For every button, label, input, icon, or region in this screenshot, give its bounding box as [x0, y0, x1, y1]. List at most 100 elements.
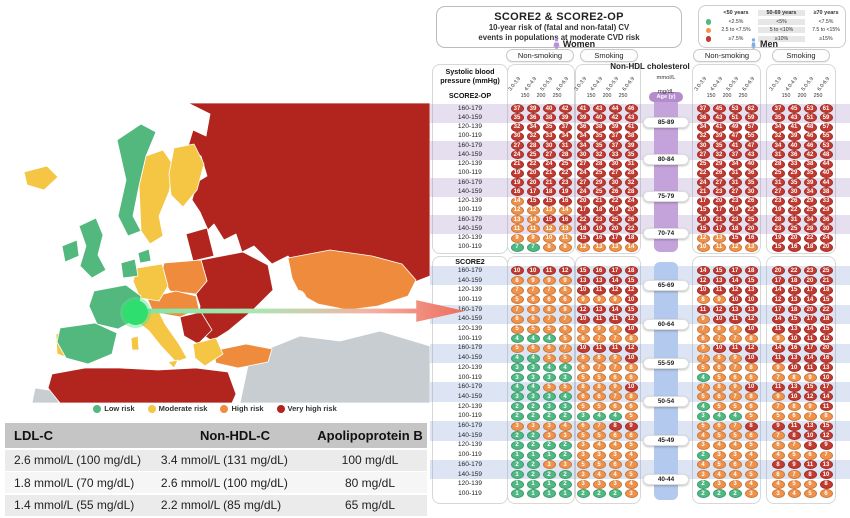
risk-cell: 41: [787, 122, 801, 132]
sbp-row-label: 100-119: [458, 334, 482, 342]
sbp-row-label: 120-139: [457, 286, 483, 294]
risk-cell: 2: [542, 440, 556, 450]
risk-cell: 21: [712, 215, 726, 225]
legend-cell: 7.5 to <15%: [812, 27, 840, 34]
risk-cell: 7: [526, 285, 540, 295]
risk-cell: 4: [526, 353, 540, 363]
risk-cell: 37: [558, 122, 572, 132]
risk-cell: 25: [558, 159, 572, 169]
risk-cell: 22: [696, 168, 710, 178]
risk-cell: 43: [787, 113, 801, 123]
risk-cell: 5: [542, 324, 556, 334]
risk-cell: 29: [803, 196, 817, 206]
risk-cell: 7: [744, 460, 758, 470]
risk-cell: 11: [728, 314, 742, 324]
lipid-goals-table: LDL-C Non-HDL-C Apolipoprotein B 2.6 mmo…: [5, 423, 427, 516]
risk-cell: 40: [787, 141, 801, 151]
sbp-row-label: 140-159: [457, 187, 483, 195]
risk-cell: 5: [576, 460, 590, 470]
map-risk-legend: Low risk Moderate risk High risk Very high …: [20, 404, 410, 413]
risk-cell: 30: [696, 141, 710, 151]
risk-cell: 27: [576, 178, 590, 188]
chol-mgdl-tick: 250: [618, 93, 628, 99]
risk-cell: 3: [696, 411, 710, 421]
chol-mgdl-tick: 200: [536, 93, 546, 99]
risk-cell: 8: [576, 324, 590, 334]
risk-cell: 10: [696, 242, 710, 252]
risk-cell: 5: [576, 373, 590, 383]
risk-cell: 7: [771, 402, 785, 412]
risk-cell: 62: [744, 104, 758, 114]
risk-cell: 28: [624, 187, 638, 197]
risk-cell: 4: [728, 411, 742, 421]
risk-cell: 9: [819, 440, 833, 450]
risk-cell: 5: [696, 363, 710, 373]
risk-cell: 6: [803, 479, 817, 489]
risk-cell: 18: [744, 266, 758, 276]
risk-cell: 7: [542, 285, 556, 295]
risk-cell: 51: [728, 113, 742, 123]
risk-cell: 31: [624, 159, 638, 169]
risk-cell: 24: [576, 187, 590, 197]
men-smoking-pill: Smoking: [772, 49, 830, 62]
risk-circle-grid: Age (y) 3.0-3.9 4.0-4.9 5.0-5.9 6.0-6.9 150 20…: [430, 0, 850, 518]
risk-cell: 2: [696, 489, 710, 499]
risk-cell: 10: [712, 314, 726, 324]
risk-cell: 13: [576, 276, 590, 286]
risk-cell: 17: [576, 205, 590, 215]
risk-cell: 41: [712, 122, 726, 132]
risk-cell: 49: [728, 122, 742, 132]
table-cell: 2.6 mmol/L (100 mg/dL): [160, 475, 288, 490]
risk-cell: 15: [744, 276, 758, 286]
risk-cell: 44: [819, 159, 833, 169]
risk-cell: 23: [803, 266, 817, 276]
risk-cell: 9: [526, 276, 540, 286]
sbp-row-label: 140-159: [457, 113, 483, 121]
risk-cell: 9: [771, 392, 785, 402]
risk-cell: 7: [787, 440, 801, 450]
risk-cell: 38: [803, 159, 817, 169]
risk-cell: 8: [624, 392, 638, 402]
risk-cell: 9: [510, 233, 524, 243]
risk-cell: 3: [744, 489, 758, 499]
risk-cell: 13: [712, 276, 726, 286]
mmol-unit-label: mmol/L: [656, 75, 676, 81]
risk-cell: 2: [696, 450, 710, 460]
risk-cell: 5: [712, 402, 726, 412]
sbp-row-label: 160-179: [457, 141, 483, 149]
risk-cell: 5: [592, 431, 606, 441]
risk-cell: 9: [608, 382, 622, 392]
low-risk-dot-icon: [705, 19, 712, 25]
risk-cell: 42: [608, 113, 622, 123]
risk-cell: 7: [712, 334, 726, 344]
risk-cell: 21: [542, 168, 556, 178]
women-label: Women: [562, 38, 596, 49]
risk-cell: 7: [592, 421, 606, 431]
risk-cell: 15: [803, 382, 817, 392]
risk-cell: 31: [771, 178, 785, 188]
risk-cell: 47: [728, 131, 742, 141]
risk-cell: 18: [592, 205, 606, 215]
risk-cell: 4: [542, 363, 556, 373]
risk-cell: 5: [696, 421, 710, 431]
risk-cell: 18: [787, 305, 801, 315]
risk-cell: 11: [592, 343, 606, 353]
risk-cell: 59: [744, 113, 758, 123]
sbp-row-label: 100-119: [458, 206, 482, 214]
risk-cell: 5: [624, 411, 638, 421]
risk-cell: 34: [771, 141, 785, 151]
woman-icon: [553, 38, 560, 49]
sbp-row-label: 160-179: [457, 178, 483, 186]
risk-cell: 10: [624, 295, 638, 305]
risk-cell: 15: [576, 233, 590, 243]
men-header: Men: [724, 38, 804, 49]
risk-cell: 6: [771, 440, 785, 450]
risk-cell: 13: [787, 295, 801, 305]
risk-cell: 25: [819, 266, 833, 276]
risk-cell: 39: [712, 131, 726, 141]
risk-cell: 13: [592, 242, 606, 252]
risk-cell: 31: [728, 168, 742, 178]
sbp-row-label: 100-119: [458, 412, 482, 420]
chart-title: SCORE2 & SCORE2-OP: [494, 11, 624, 23]
men-nonsmoking-pill: Non-smoking: [693, 49, 761, 62]
